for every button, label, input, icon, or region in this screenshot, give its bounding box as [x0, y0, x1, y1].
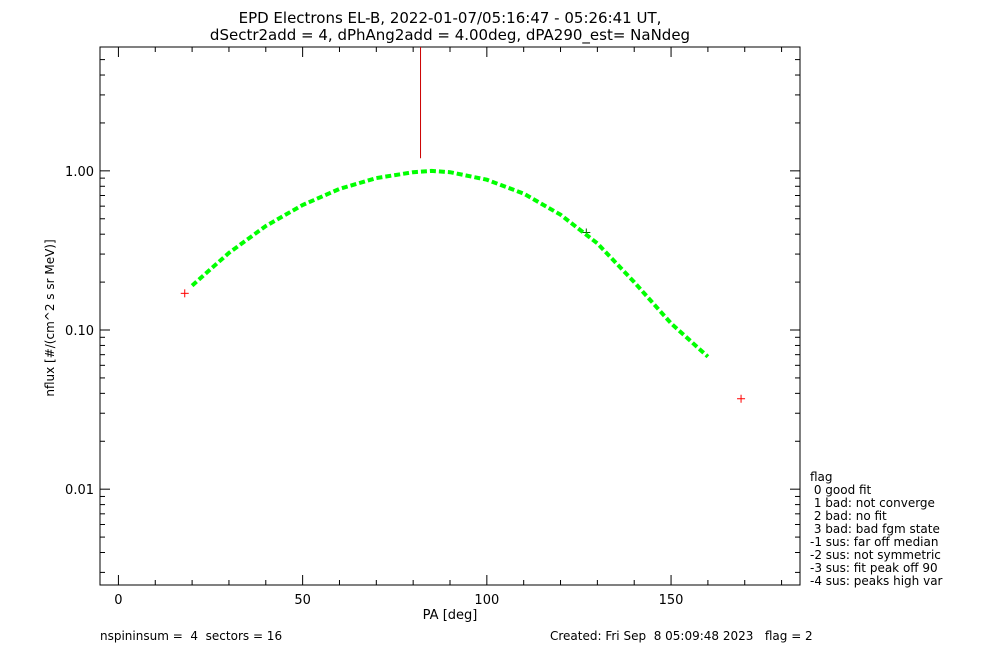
plot-border [99, 46, 801, 586]
footer-left: nspininsum = 4 sectors = 16 [100, 629, 282, 643]
footer-right: Created: Fri Sep 8 05:09:48 2023 flag = … [550, 629, 813, 643]
legend-item: -4 sus: peaks high var [810, 574, 943, 588]
chart-subtitle: dSectr2add = 4, dPhAng2add = 4.00deg, dP… [210, 26, 690, 45]
legend-item: -3 sus: fit peak off 90 [810, 561, 938, 575]
data-point [737, 394, 746, 403]
flag-legend: flag 0 good fit 1 bad: not converge 2 ba… [810, 470, 943, 588]
y-tick-label: 0.01 [65, 483, 94, 498]
legend-item: 0 good fit [810, 483, 872, 497]
y-tick-label: 0.10 [65, 324, 94, 339]
legend-item: -2 sus: not symmetric [810, 548, 941, 562]
y-axis-label: nflux [#/(cm^2 s sr MeV)] [43, 239, 57, 396]
legend-item: 3 bad: bad fgm state [810, 522, 940, 536]
legend-item: 1 bad: not converge [810, 496, 935, 510]
chart-title: EPD Electrons EL-B, 2022-01-07/05:16:47 … [239, 9, 662, 27]
fit-curve-line [190, 168, 710, 359]
y-tick-label: 1.00 [65, 165, 94, 180]
data-point [180, 289, 189, 298]
plot-frame [99, 46, 801, 586]
x-axis-label: PA [deg] [423, 608, 478, 623]
axis-tick-labels: 0 50 100 150 0.01 0.10 1.00 [65, 165, 683, 608]
legend-title: flag [810, 470, 833, 484]
x-tick-label: 100 [474, 593, 499, 608]
legend-item: -1 sus: far off median [810, 535, 938, 549]
x-tick-label: 0 [114, 593, 122, 608]
x-tick-label: 150 [659, 593, 684, 608]
data-marks [180, 47, 746, 403]
x-tick-label: 50 [294, 593, 311, 608]
axis-ticks [100, 46, 800, 585]
legend-item: 2 bad: no fit [810, 509, 887, 523]
